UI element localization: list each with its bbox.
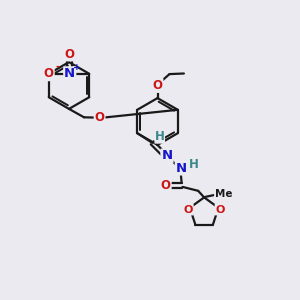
Text: O: O (65, 47, 75, 61)
Text: O: O (215, 205, 225, 214)
Text: H: H (189, 158, 199, 171)
Text: Me: Me (214, 189, 232, 200)
Text: O: O (183, 205, 193, 214)
Text: O: O (161, 179, 171, 192)
Text: N: N (161, 149, 172, 163)
Text: O: O (94, 111, 105, 124)
Text: H: H (155, 130, 165, 143)
Text: N: N (176, 161, 187, 175)
Text: N: N (64, 67, 75, 80)
Text: O: O (44, 67, 54, 80)
Text: -: - (55, 62, 59, 72)
Text: O: O (152, 79, 163, 92)
Text: +: + (73, 63, 80, 72)
